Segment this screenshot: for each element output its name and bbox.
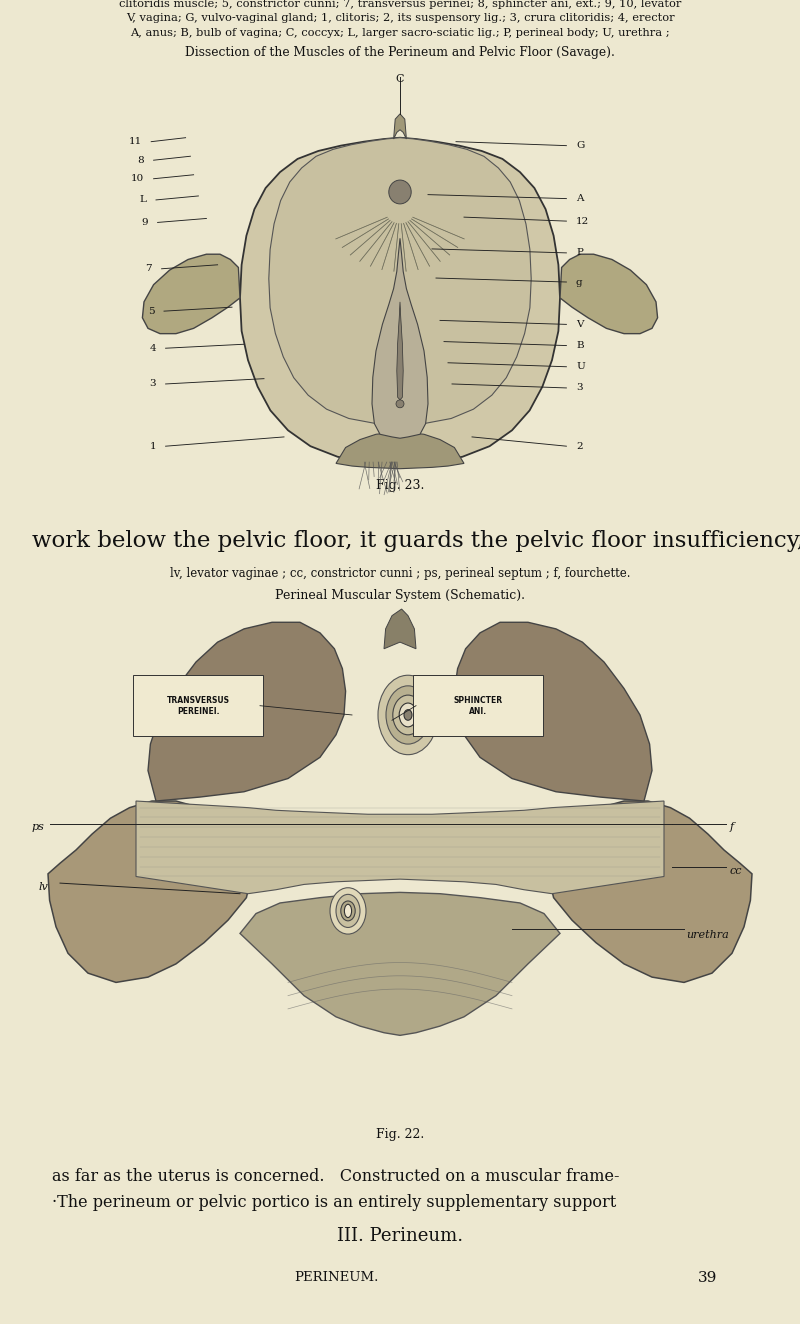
Text: 11: 11	[128, 138, 142, 146]
Text: U: U	[576, 363, 585, 371]
Polygon shape	[240, 138, 560, 463]
Text: work below the pelvic floor, it guards the pelvic floor insufficiency,: work below the pelvic floor, it guards t…	[32, 530, 800, 552]
Text: 8: 8	[138, 156, 144, 164]
Polygon shape	[336, 432, 464, 469]
Text: B: B	[576, 342, 584, 350]
Text: Perineal Muscular System (Schematic).: Perineal Muscular System (Schematic).	[275, 589, 525, 602]
Polygon shape	[142, 254, 240, 334]
Ellipse shape	[330, 887, 366, 935]
Ellipse shape	[341, 900, 355, 922]
Text: clitoridis muscle; 5, constrictor cunni; 7, transversus perinei; 8, sphincter an: clitoridis muscle; 5, constrictor cunni;…	[119, 0, 681, 9]
Text: SPHINCTER
ANI.: SPHINCTER ANI.	[454, 695, 502, 716]
Ellipse shape	[389, 180, 411, 204]
FancyBboxPatch shape	[133, 675, 263, 736]
Text: Dissection of the Muscles of the Perineum and Pelvic Floor (Savage).: Dissection of the Muscles of the Perineu…	[185, 46, 615, 60]
Text: as far as the uterus is concerned.   Constructed on a muscular frame-: as far as the uterus is concerned. Const…	[52, 1168, 619, 1185]
Text: TRANSVERSUS
PEREINEI.: TRANSVERSUS PEREINEI.	[166, 695, 230, 716]
Text: g: g	[576, 278, 582, 286]
Text: 10: 10	[130, 175, 144, 183]
Ellipse shape	[399, 703, 417, 727]
Ellipse shape	[378, 675, 438, 755]
Ellipse shape	[404, 710, 412, 720]
Text: lv: lv	[38, 882, 48, 892]
Text: 39: 39	[698, 1271, 718, 1286]
Polygon shape	[397, 302, 403, 400]
Text: 1: 1	[150, 442, 156, 450]
Text: L: L	[139, 196, 146, 204]
Text: 4: 4	[150, 344, 156, 352]
Polygon shape	[454, 622, 652, 801]
Ellipse shape	[396, 400, 404, 408]
Polygon shape	[136, 801, 664, 894]
Polygon shape	[560, 254, 658, 334]
Ellipse shape	[336, 895, 360, 927]
Ellipse shape	[386, 686, 430, 744]
Text: cc: cc	[730, 866, 742, 876]
Text: 9: 9	[142, 218, 148, 226]
Text: V: V	[576, 320, 583, 328]
Text: 12: 12	[576, 217, 590, 225]
Polygon shape	[384, 609, 416, 649]
Text: 3: 3	[150, 380, 156, 388]
Text: 7: 7	[146, 265, 152, 273]
Text: lv, levator vaginae ; cc, constrictor cunni ; ps, perineal septum ; f, fourchett: lv, levator vaginae ; cc, constrictor cu…	[170, 567, 630, 580]
Text: C: C	[396, 74, 404, 85]
Polygon shape	[394, 114, 406, 139]
Text: ps: ps	[31, 822, 44, 833]
Text: Fig. 23.: Fig. 23.	[376, 479, 424, 493]
Polygon shape	[148, 622, 346, 801]
Text: Fig. 22.: Fig. 22.	[376, 1128, 424, 1141]
Ellipse shape	[393, 695, 423, 735]
Text: A: A	[576, 195, 583, 203]
Text: urethra: urethra	[686, 929, 729, 940]
Polygon shape	[548, 801, 752, 982]
Text: ·The perineum or pelvic portico is an entirely supplementary support: ·The perineum or pelvic portico is an en…	[52, 1194, 616, 1211]
Text: 5: 5	[148, 307, 154, 315]
Polygon shape	[372, 238, 428, 438]
Polygon shape	[48, 801, 252, 982]
Text: P: P	[576, 249, 583, 257]
Text: f: f	[730, 822, 734, 833]
Text: III. Perineum.: III. Perineum.	[337, 1227, 463, 1246]
Text: 2: 2	[576, 442, 582, 450]
FancyBboxPatch shape	[44, 602, 756, 1112]
FancyBboxPatch shape	[413, 675, 543, 736]
Text: A, anus; B, bulb of vagina; C, coccyx; L, larger sacro-sciatic lig.; P, perineal: A, anus; B, bulb of vagina; C, coccyx; L…	[130, 28, 670, 38]
Polygon shape	[240, 892, 560, 1035]
Polygon shape	[269, 138, 531, 424]
Text: PERINEUM.: PERINEUM.	[294, 1271, 378, 1284]
Ellipse shape	[344, 904, 352, 918]
Text: G: G	[576, 142, 584, 150]
Text: 3: 3	[576, 384, 582, 392]
Text: V, vagina; G, vulvo-vaginal gland; 1, clitoris; 2, its suspensory lig.; 3, crura: V, vagina; G, vulvo-vaginal gland; 1, cl…	[126, 13, 674, 24]
